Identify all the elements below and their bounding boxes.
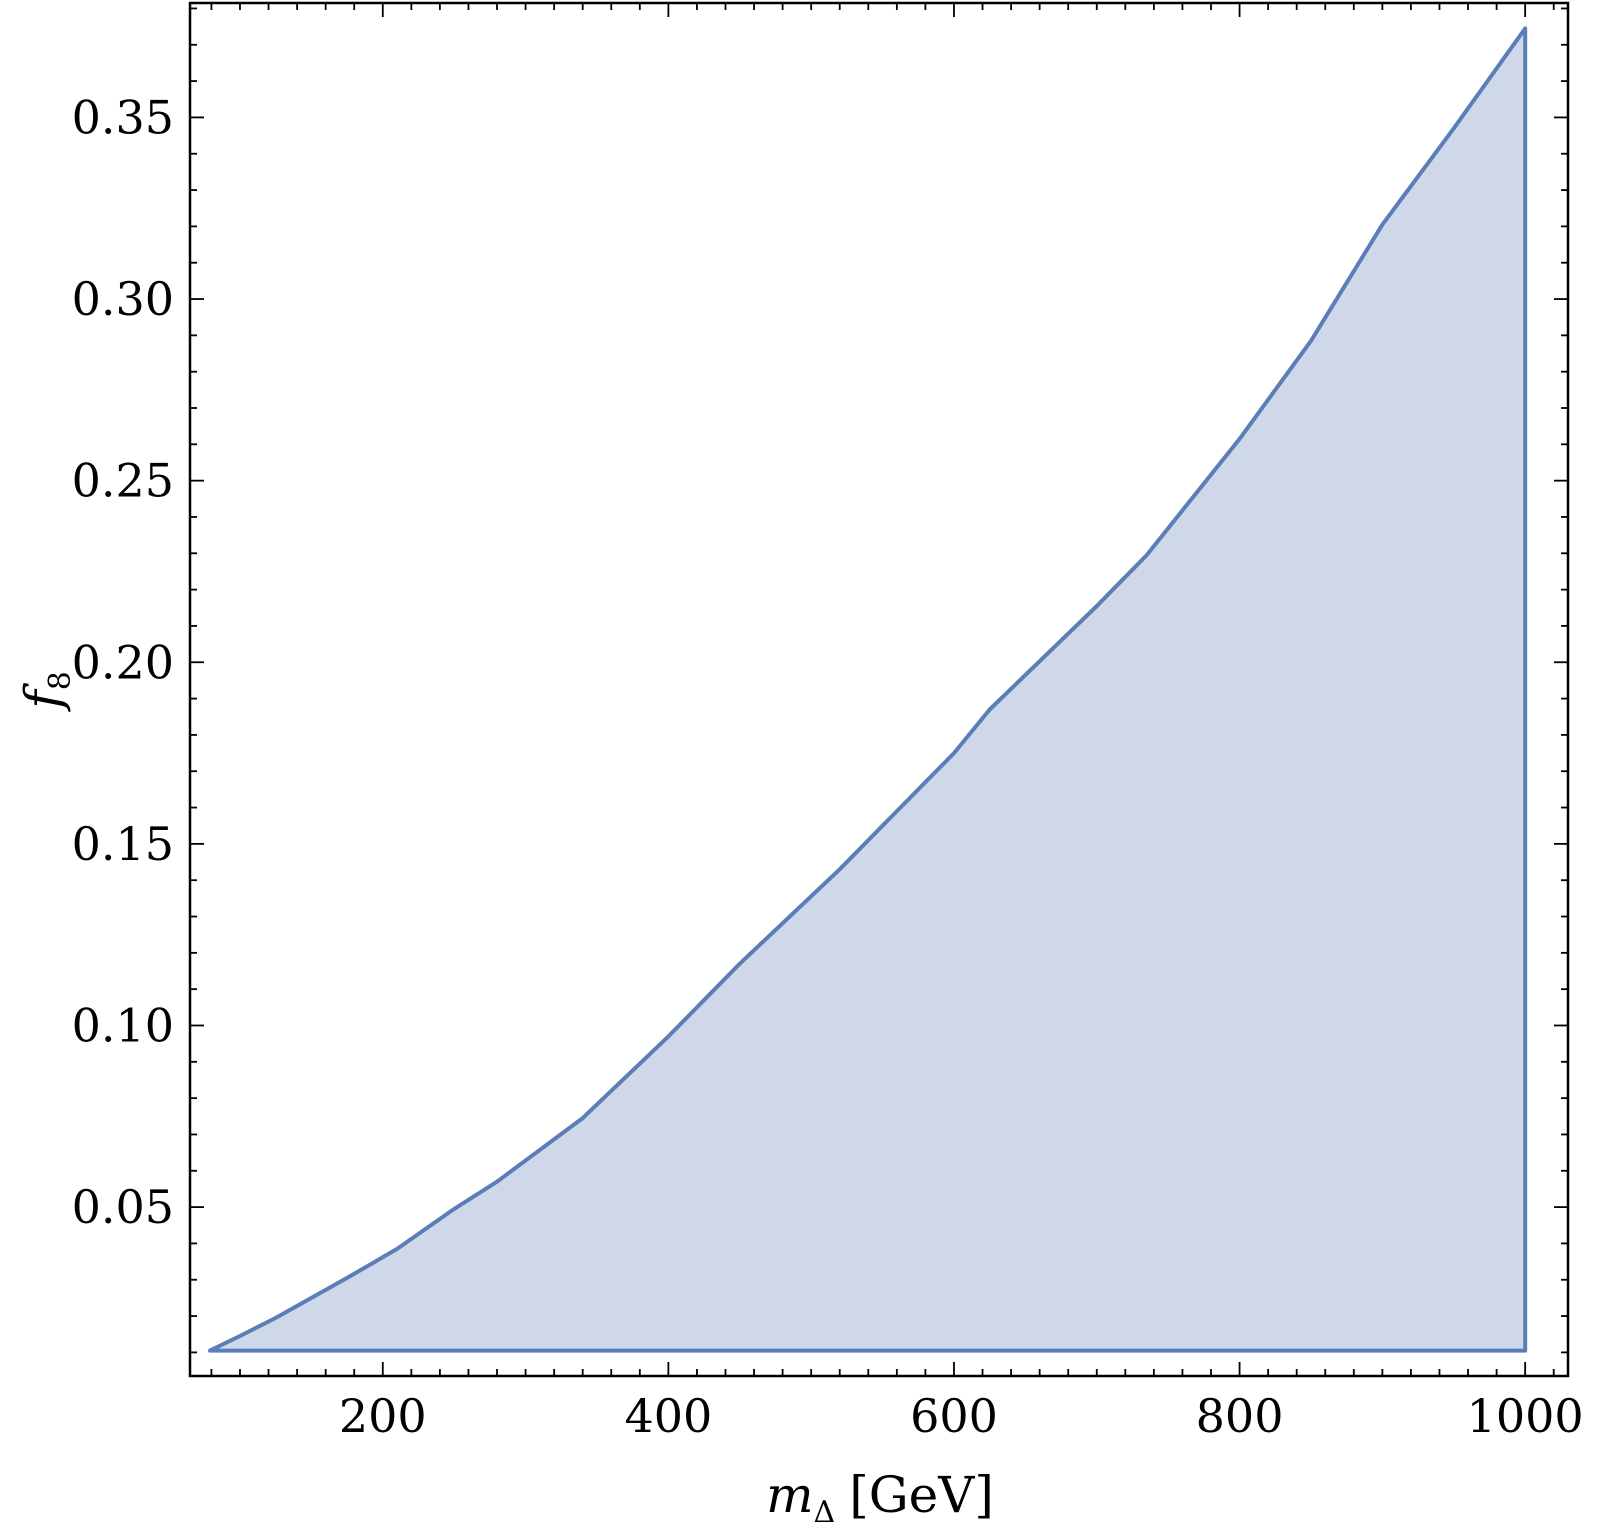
x-tick-label: 400 (624, 1389, 712, 1443)
x-axis-label-main: m (766, 1466, 813, 1524)
x-axis-label-unit: [GeV] (849, 1466, 994, 1524)
tick-labels: 200 400 600 800 1000 0.05 0.10 0.15 0.20 0.25 0.30… (72, 90, 1584, 1443)
x-tick-label: 800 (1196, 1389, 1284, 1443)
y-tick-label: 0.10 (72, 998, 174, 1052)
y-tick-label: 0.15 (72, 817, 174, 871)
y-tick-label: 0.35 (72, 90, 174, 144)
x-axis-label: mΔ [GeV] (766, 1466, 994, 1530)
y-tick-label: 0.30 (72, 272, 174, 326)
x-tick-label: 1000 (1467, 1389, 1584, 1443)
y-tick-label: 0.25 (72, 454, 174, 508)
x-tick-label: 200 (339, 1389, 427, 1443)
x-tick-label: 600 (910, 1389, 998, 1443)
plot-area (208, 26, 1528, 1353)
y-axis-label: f8 (14, 671, 78, 713)
plot-frame (188, 1, 1570, 1378)
region-area (208, 26, 1528, 1353)
x-axis-label-subscript: Δ (814, 1495, 836, 1530)
y-tick-label: 0.20 (72, 635, 174, 689)
y-tick-label: 0.05 (72, 1180, 174, 1234)
y-axis-label-subscript: 8 (43, 671, 78, 690)
